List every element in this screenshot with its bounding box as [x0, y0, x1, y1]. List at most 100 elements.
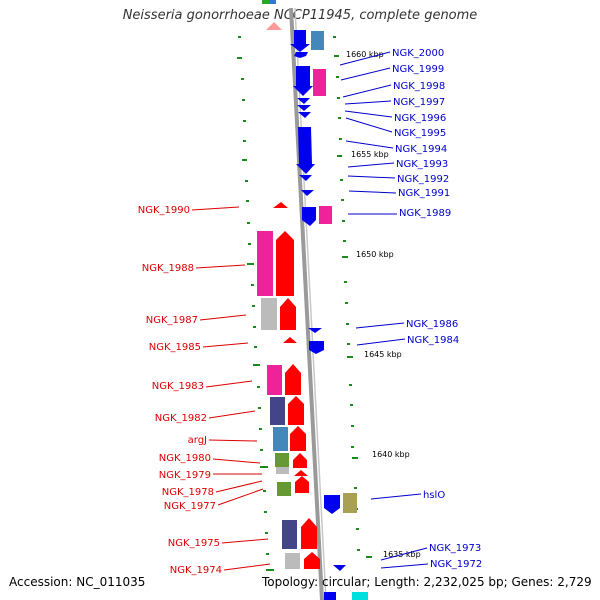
gene-arrow[interactable] — [324, 495, 340, 514]
gene-label-ngk-1977[interactable]: NGK_1977 — [164, 501, 216, 512]
connector — [356, 338, 406, 346]
gene-label-ngk-1980[interactable]: NGK_1980 — [159, 453, 211, 464]
gene-arrow[interactable] — [293, 453, 307, 468]
backbone-strand-inner — [294, 7, 327, 600]
gene-arrow[interactable] — [299, 175, 312, 181]
gene-box[interactable] — [285, 553, 300, 569]
gene-label-ngk-1997[interactable]: NGK_1997 — [393, 97, 445, 108]
tick — [350, 404, 353, 406]
connector — [355, 322, 405, 329]
gene-box[interactable] — [343, 493, 357, 513]
gene-label-ngk-1979[interactable]: NGK_1979 — [159, 470, 211, 481]
gene-label-ngk-1975[interactable]: NGK_1975 — [168, 538, 220, 549]
gene-box[interactable] — [257, 231, 273, 296]
gene-box[interactable] — [275, 453, 289, 467]
gene-box[interactable] — [277, 482, 291, 496]
gene-label-ngk-1972[interactable]: NGK_1972 — [430, 559, 482, 570]
gene-label-ngk-1988[interactable]: NGK_1988 — [142, 263, 194, 274]
gene-label-ngk-1987[interactable]: NGK_1987 — [146, 315, 198, 326]
partial-gene[interactable] — [266, 22, 282, 30]
gene-arrow[interactable] — [301, 518, 317, 549]
gene-arrow[interactable] — [288, 396, 304, 425]
gene-arrow[interactable] — [302, 207, 316, 226]
gene-label-ngk-1978[interactable]: NGK_1978 — [162, 487, 214, 498]
gene-label-ngk-1991[interactable]: NGK_1991 — [398, 188, 450, 199]
tick — [347, 343, 350, 345]
connector — [347, 162, 395, 168]
gene-arrow[interactable] — [294, 470, 308, 476]
gene-arrow[interactable] — [293, 66, 313, 96]
gene-arrow[interactable] — [297, 105, 311, 111]
gene-arrow[interactable] — [296, 127, 315, 174]
tick — [351, 425, 354, 427]
gene-arrow[interactable] — [276, 231, 294, 296]
tick — [343, 240, 346, 242]
gene-label-ngk-1973[interactable]: NGK_1973 — [429, 543, 481, 554]
gene-arrow[interactable] — [309, 341, 324, 354]
gene-arrow[interactable] — [298, 112, 311, 118]
gene-label-ngk-1996[interactable]: NGK_1996 — [394, 113, 446, 124]
gene-label-ngk-1990[interactable]: NGK_1990 — [138, 205, 190, 216]
tick — [253, 326, 256, 328]
connector — [223, 563, 271, 571]
gene-arrow[interactable] — [301, 190, 314, 196]
tick — [339, 138, 342, 140]
gene-label-argj[interactable]: argJ — [188, 435, 207, 446]
connector — [212, 458, 261, 464]
gene-box[interactable] — [324, 592, 336, 600]
gene-box[interactable] — [313, 69, 326, 96]
gene-box[interactable] — [352, 592, 368, 600]
gene-arrow[interactable] — [285, 364, 301, 395]
gene-arrow[interactable] — [295, 476, 309, 493]
tick — [342, 220, 345, 222]
tick — [241, 78, 244, 80]
gene-label-hslo[interactable]: hslO — [423, 490, 445, 501]
gene-box[interactable] — [282, 520, 297, 549]
gene-label-ngk-1983[interactable]: NGK_1983 — [152, 381, 204, 392]
tick — [257, 386, 260, 388]
gene-arrow[interactable] — [283, 337, 297, 343]
partial-gene[interactable] — [270, 0, 276, 4]
tick — [349, 384, 352, 386]
gene-box[interactable] — [273, 427, 288, 451]
gene-arrow[interactable] — [333, 565, 346, 571]
gene-arrow[interactable] — [304, 552, 320, 569]
gene-label-ngk-1984[interactable]: NGK_1984 — [407, 335, 459, 346]
tick — [258, 407, 261, 409]
gene-box[interactable] — [311, 31, 324, 50]
gene-label-ngk-1982[interactable]: NGK_1982 — [155, 413, 207, 424]
tick — [260, 466, 268, 468]
gene-arrow[interactable] — [280, 298, 296, 330]
gene-label-ngk-1995[interactable]: NGK_1995 — [394, 128, 446, 139]
gene-box[interactable] — [267, 365, 282, 395]
gene-label-ngk-1993[interactable]: NGK_1993 — [396, 159, 448, 170]
gene-box[interactable] — [261, 298, 277, 330]
gene-label-ngk-2000[interactable]: NGK_2000 — [392, 48, 444, 59]
gene-label-ngk-1994[interactable]: NGK_1994 — [395, 144, 447, 155]
gene-arrow[interactable] — [294, 52, 308, 58]
gene-arrow[interactable] — [290, 426, 306, 451]
gene-label-ngk-1989[interactable]: NGK_1989 — [399, 208, 451, 219]
tick — [242, 159, 247, 161]
gene-label-ngk-1974[interactable]: NGK_1974 — [170, 565, 222, 576]
scale-ticks — [237, 36, 372, 571]
tick — [243, 140, 246, 142]
partial-gene[interactable] — [262, 0, 270, 4]
gene-arrow[interactable] — [273, 202, 288, 208]
connector — [345, 117, 393, 133]
gene-label-ngk-1985[interactable]: NGK_1985 — [149, 342, 201, 353]
gene-label-ngk-1998[interactable]: NGK_1998 — [393, 81, 445, 92]
gene-box[interactable] — [270, 397, 285, 425]
gene-box[interactable] — [276, 467, 289, 474]
gene-label-ngk-1986[interactable]: NGK_1986 — [406, 319, 458, 330]
gene-label-ngk-1999[interactable]: NGK_1999 — [392, 64, 444, 75]
gene-arrow[interactable] — [308, 328, 322, 333]
gene-label-ngk-1992[interactable]: NGK_1992 — [397, 174, 449, 185]
connector — [215, 480, 263, 493]
gene-box[interactable] — [319, 206, 332, 224]
gene-arrow[interactable] — [297, 98, 310, 104]
gene-arrow[interactable] — [290, 30, 310, 52]
tick — [347, 356, 353, 358]
map-title: Neisseria gonorrhoeae NCCP11945, complet… — [122, 8, 478, 23]
tick — [245, 180, 248, 182]
